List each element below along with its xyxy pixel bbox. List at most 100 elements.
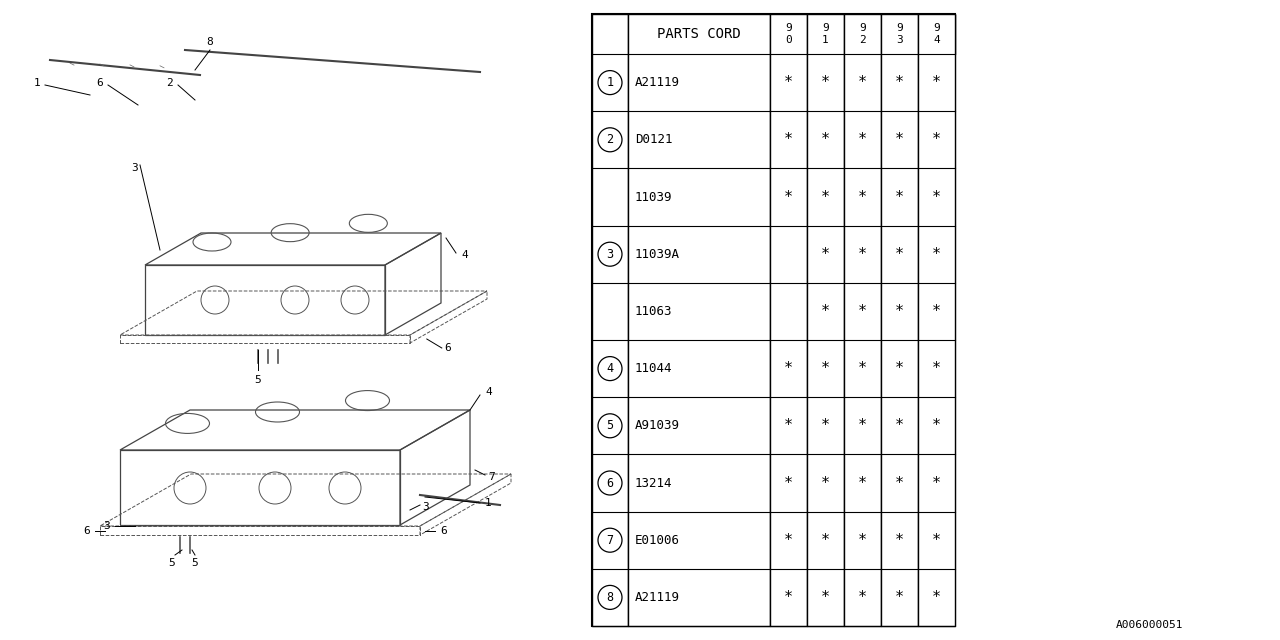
Text: 13214: 13214	[635, 477, 672, 490]
Bar	[881, 14, 918, 626]
Text: PARTS CORD: PARTS CORD	[657, 27, 741, 41]
Circle shape	[598, 242, 622, 266]
Text: 8: 8	[607, 591, 613, 604]
Text: 9
4: 9 4	[933, 23, 940, 45]
Text: 4: 4	[485, 387, 492, 397]
Text: *: *	[820, 361, 829, 376]
Text: 1: 1	[607, 76, 613, 89]
Text: *: *	[820, 304, 829, 319]
Text: E01006: E01006	[635, 534, 680, 547]
Text: 6: 6	[83, 526, 90, 536]
Bar	[771, 14, 806, 626]
Text: *: *	[820, 590, 829, 605]
Circle shape	[598, 70, 622, 95]
Text: *: *	[895, 590, 904, 605]
Text: *: *	[895, 189, 904, 205]
Text: 1: 1	[485, 498, 492, 508]
Text: *: *	[783, 132, 794, 147]
Text: 2: 2	[607, 133, 613, 147]
Text: *: *	[820, 75, 829, 90]
Text: *: *	[858, 590, 867, 605]
Text: 7: 7	[607, 534, 613, 547]
Text: 11039: 11039	[635, 191, 672, 204]
Text: 5: 5	[169, 558, 175, 568]
Text: *: *	[858, 246, 867, 262]
Text: *: *	[932, 476, 941, 490]
Text: *: *	[932, 132, 941, 147]
Text: *: *	[895, 304, 904, 319]
Text: 6: 6	[96, 78, 102, 88]
Text: *: *	[783, 189, 794, 205]
Text: *: *	[858, 132, 867, 147]
Text: 11063: 11063	[635, 305, 672, 318]
Text: *: *	[932, 75, 941, 90]
Circle shape	[598, 414, 622, 438]
Text: *: *	[820, 132, 829, 147]
Text: *: *	[895, 532, 904, 548]
Text: 5: 5	[192, 558, 198, 568]
Text: 4: 4	[607, 362, 613, 375]
Text: *: *	[783, 419, 794, 433]
Text: A21119: A21119	[635, 76, 680, 89]
Text: 2: 2	[166, 78, 173, 88]
Text: *: *	[858, 532, 867, 548]
Text: 5: 5	[255, 375, 261, 385]
Circle shape	[598, 471, 622, 495]
Bar	[844, 14, 881, 626]
Text: 11044: 11044	[635, 362, 672, 375]
Text: *: *	[932, 419, 941, 433]
Text: *: *	[820, 532, 829, 548]
Text: A006000051: A006000051	[1116, 620, 1184, 630]
Text: A21119: A21119	[635, 591, 680, 604]
Bar	[628, 14, 771, 626]
Text: *: *	[932, 304, 941, 319]
Text: *: *	[820, 419, 829, 433]
Text: *: *	[858, 476, 867, 490]
Circle shape	[598, 586, 622, 609]
Bar	[591, 14, 955, 626]
Text: *: *	[858, 361, 867, 376]
Text: *: *	[783, 532, 794, 548]
Bar	[591, 14, 955, 54]
Text: *: *	[932, 361, 941, 376]
Text: *: *	[932, 532, 941, 548]
Text: 9
3: 9 3	[896, 23, 902, 45]
Text: *: *	[820, 246, 829, 262]
Text: 3: 3	[132, 163, 138, 173]
Circle shape	[598, 528, 622, 552]
Text: 6: 6	[440, 526, 447, 536]
Text: 9
0: 9 0	[785, 23, 792, 45]
Text: 4: 4	[461, 250, 467, 260]
Text: *: *	[783, 75, 794, 90]
Text: 9
2: 9 2	[859, 23, 865, 45]
Text: 6: 6	[607, 477, 613, 490]
Text: *: *	[783, 476, 794, 490]
Text: *: *	[858, 75, 867, 90]
Text: *: *	[858, 304, 867, 319]
Circle shape	[598, 128, 622, 152]
Text: *: *	[783, 590, 794, 605]
Text: *: *	[783, 361, 794, 376]
Text: 6: 6	[444, 343, 451, 353]
Text: *: *	[932, 246, 941, 262]
Text: 9
1: 9 1	[822, 23, 829, 45]
Text: 11039A: 11039A	[635, 248, 680, 260]
Text: 3: 3	[104, 521, 110, 531]
Text: 7: 7	[488, 472, 495, 482]
Text: 3: 3	[607, 248, 613, 260]
Bar	[806, 14, 844, 626]
Bar	[591, 14, 628, 626]
Bar	[918, 14, 955, 626]
Text: *: *	[895, 75, 904, 90]
Text: *: *	[932, 189, 941, 205]
Text: *: *	[858, 189, 867, 205]
Text: 8: 8	[206, 37, 214, 47]
Text: 3: 3	[422, 502, 429, 512]
Text: *: *	[895, 361, 904, 376]
Circle shape	[598, 356, 622, 381]
Text: *: *	[858, 419, 867, 433]
Text: 5: 5	[607, 419, 613, 432]
Text: *: *	[895, 419, 904, 433]
Text: *: *	[820, 189, 829, 205]
Text: 1: 1	[33, 78, 40, 88]
